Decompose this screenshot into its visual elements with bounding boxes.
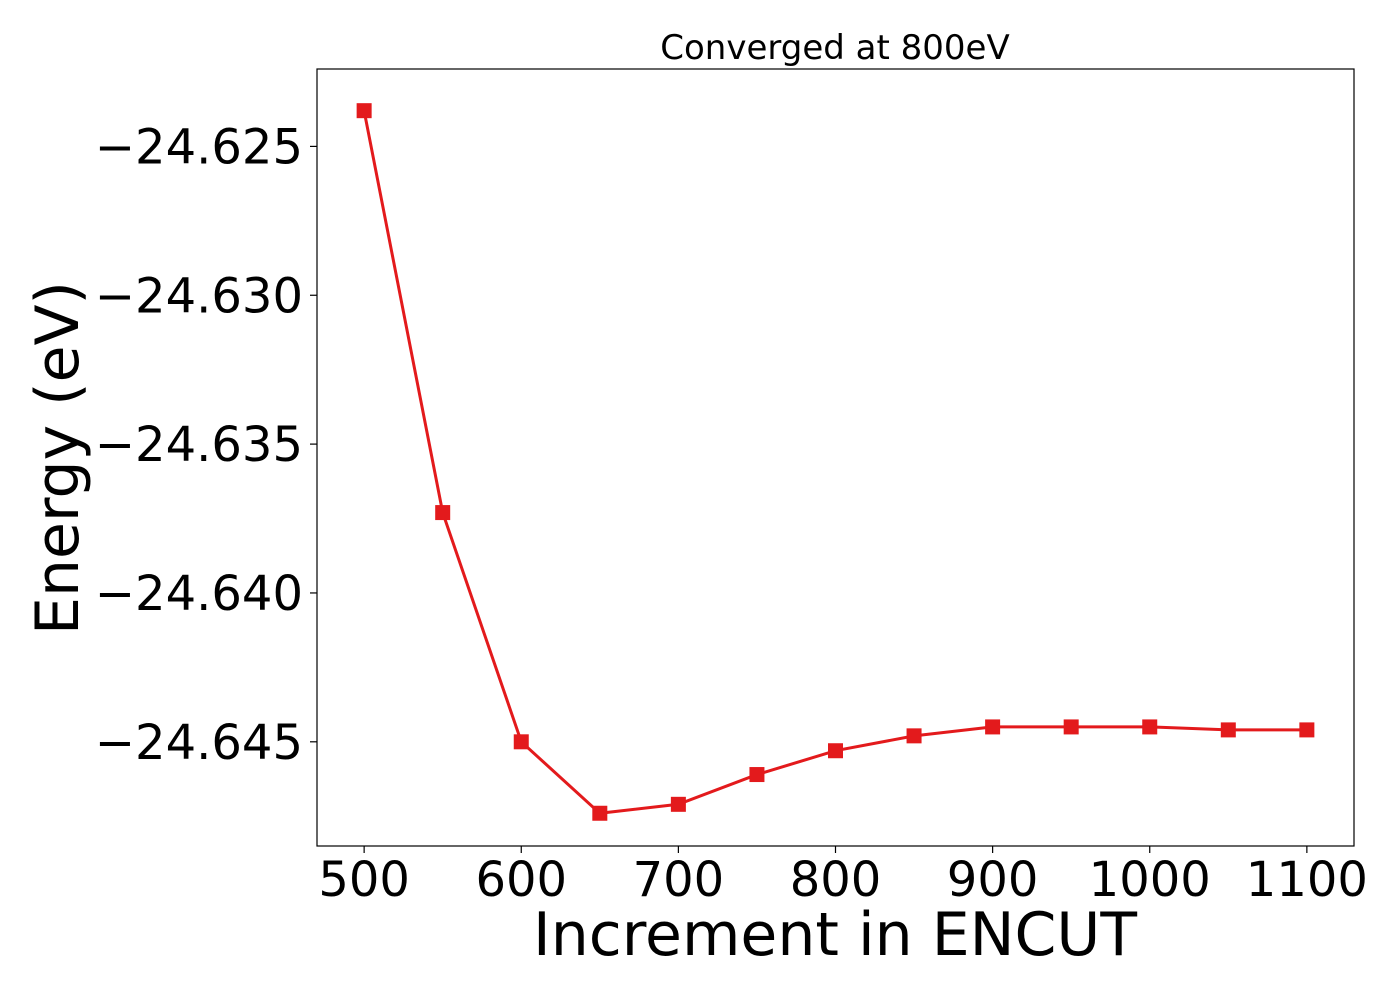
x-tick-label: 800 <box>790 852 882 908</box>
data-point-marker <box>906 728 922 744</box>
plot-area: 500 600 700 800 900 1000 1100 −24.625 −24.630 −24… <box>95 68 1368 908</box>
x-tick-label: 1000 <box>1089 852 1211 908</box>
x-tick-label: 500 <box>318 852 410 908</box>
data-point-marker <box>1220 722 1236 738</box>
x-axis-title: Increment in ENCUT <box>533 900 1137 970</box>
chart-title: Converged at 800eV <box>660 28 1009 68</box>
series-line <box>362 110 1307 815</box>
data-point-marker <box>1063 719 1079 735</box>
y-tick-label: −24.640 <box>95 566 303 622</box>
data-point-marker <box>592 805 608 821</box>
data-point-marker <box>670 796 686 812</box>
x-tick-label: 1100 <box>1246 852 1368 908</box>
data-point-marker <box>1142 719 1158 735</box>
data-point-marker <box>828 743 843 759</box>
data-point-marker <box>985 719 1001 735</box>
data-point-marker <box>356 103 372 119</box>
data-point-marker <box>513 734 529 750</box>
data-point-marker <box>749 767 765 783</box>
y-axis-title: Energy (eV) <box>23 281 93 635</box>
x-tick-label: 900 <box>947 852 1039 908</box>
y-tick-label: −24.645 <box>95 715 303 771</box>
y-tick-label: −24.625 <box>95 119 303 175</box>
data-point-marker <box>1299 722 1315 738</box>
data-point-marker <box>435 505 451 521</box>
y-tick-label: −24.635 <box>95 417 303 473</box>
x-tick-label: 600 <box>475 852 567 908</box>
y-tick-label: −24.630 <box>95 268 303 324</box>
x-tick-label: 700 <box>633 852 725 908</box>
